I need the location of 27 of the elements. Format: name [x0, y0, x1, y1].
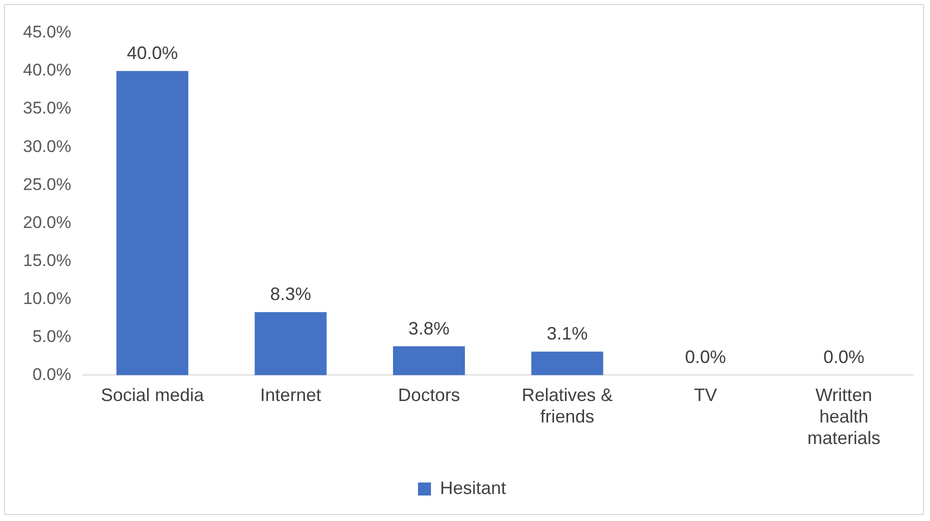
- data-label: 3.8%: [408, 318, 450, 338]
- legend-label: Hesitant: [440, 478, 506, 498]
- bar: [392, 346, 465, 376]
- x-tick-label: Internet: [260, 384, 322, 405]
- data-label: 8.3%: [270, 284, 312, 304]
- bar: [254, 312, 327, 376]
- y-tick-label: 10.0%: [23, 288, 72, 308]
- bar: [531, 352, 604, 376]
- x-tick-label: Doctors: [398, 384, 460, 405]
- x-tick-label: TV: [694, 384, 718, 405]
- y-tick-label: 15.0%: [23, 250, 72, 270]
- y-tick-label: 20.0%: [23, 212, 72, 232]
- data-label: 40.0%: [126, 42, 178, 63]
- y-tick-label: 45.0%: [23, 22, 72, 42]
- bar: [116, 71, 188, 376]
- data-label: 0.0%: [823, 347, 864, 368]
- y-tick-label: 35.0%: [23, 98, 72, 118]
- x-tick-label: Social media: [100, 384, 205, 405]
- data-label: 3.1%: [546, 324, 588, 344]
- x-tick-label: Written health materials: [807, 384, 880, 448]
- y-tick-label: 30.0%: [23, 136, 72, 156]
- y-tick-label: 25.0%: [23, 174, 72, 194]
- y-tick-label: 40.0%: [23, 60, 72, 80]
- data-label: 0.0%: [685, 347, 726, 368]
- y-tick-label: 5.0%: [32, 326, 72, 346]
- y-tick-label: 0.0%: [32, 364, 72, 384]
- x-tick-label: Relatives & friends: [522, 384, 613, 427]
